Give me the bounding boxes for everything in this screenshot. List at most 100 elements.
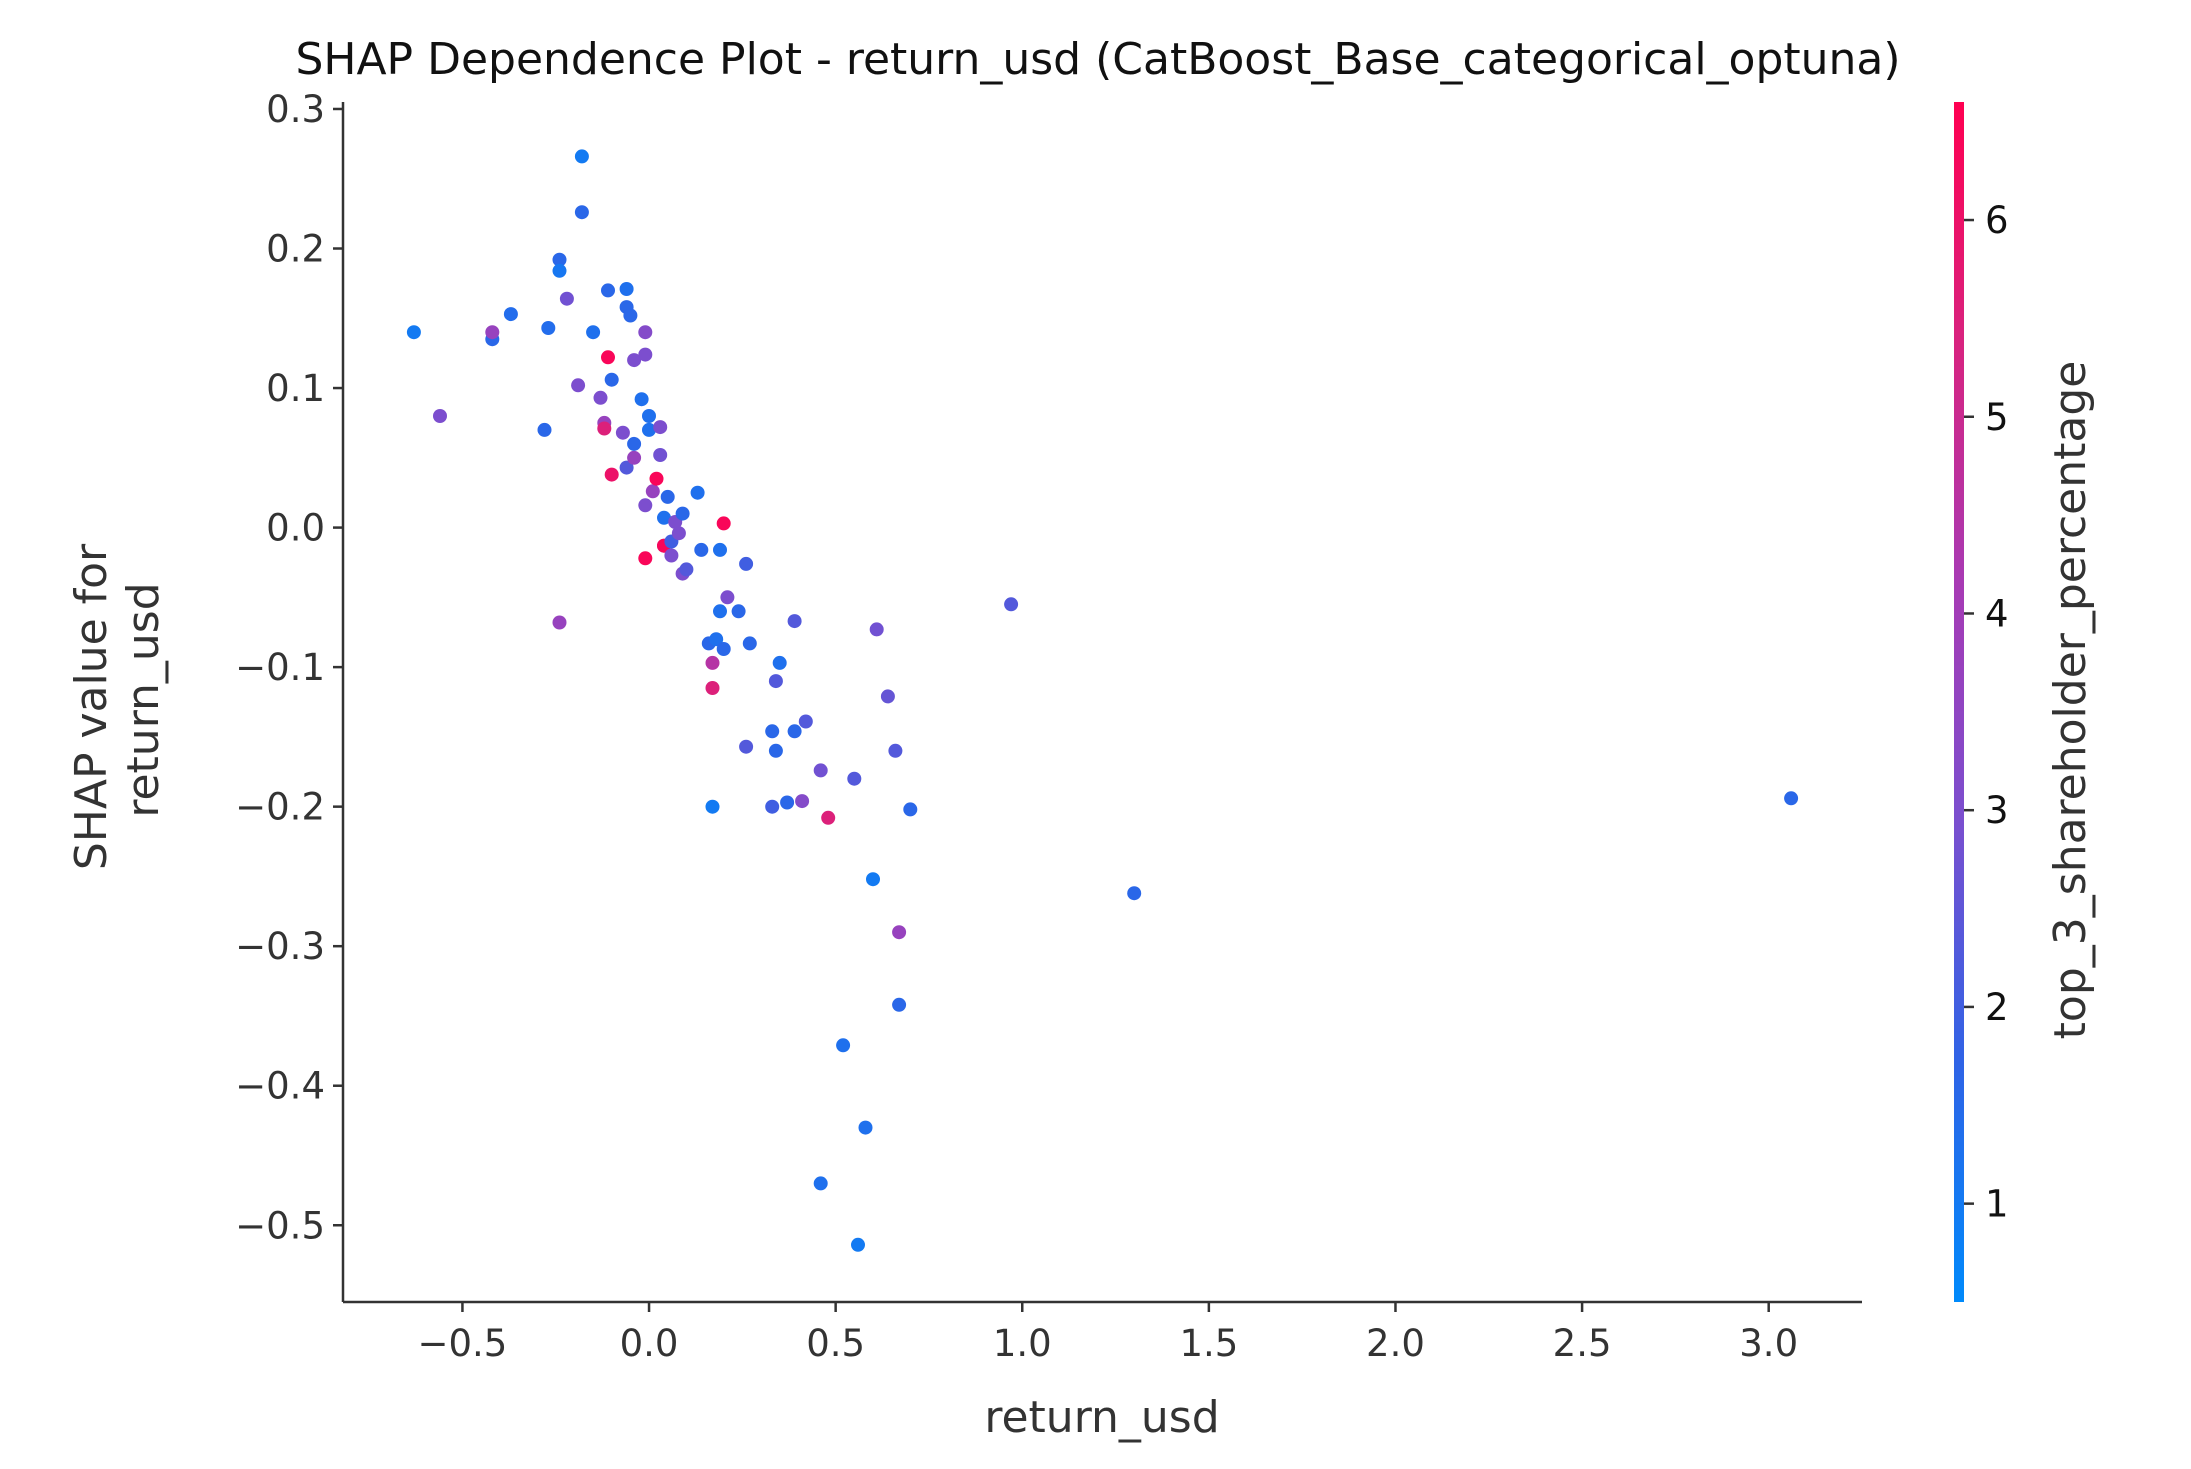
x-tick-label: 0.0 [620,1322,679,1365]
scatter-point [705,681,720,695]
scatter-point [765,724,780,739]
scatter-points [406,149,1799,1252]
scatter-point [705,655,720,670]
scatter-point [604,467,619,482]
scatter-point [649,471,664,486]
scatter-point [798,714,813,729]
colorbar-tick-label: 6 [1985,199,2009,242]
scatter-point [821,810,836,825]
scatter-point [619,282,634,296]
chart-title: SHAP Dependence Plot - return_usd (CatBo… [295,34,1900,85]
x-tick-label: −0.5 [418,1322,508,1365]
scatter-point [768,743,783,758]
y-axis-label: SHAP value for return_usd [66,530,169,870]
colorbar-tick-label: 3 [1985,789,2009,832]
scatter-point [593,390,608,405]
scatter-point [813,1176,828,1191]
scatter-point [627,353,642,368]
scatter-point [847,771,862,786]
scatter-point [638,498,653,513]
y-axis-label-line-1: SHAP value for [66,543,117,870]
y-tick-label: −0.5 [235,1204,325,1247]
scatter-point [903,802,918,817]
scatter-point [406,325,421,340]
scatter-point [1004,597,1019,612]
scatter-point [552,252,567,267]
scatter-point [675,506,690,521]
scatter-point [768,674,783,689]
y-tick-label: 0.1 [266,367,325,410]
scatter-point [866,872,880,887]
scatter-point [780,795,795,810]
scatter-point [705,799,720,814]
scatter-point [1127,886,1142,901]
scatter-point [660,489,675,504]
y-axis-label-line-2: return_usd [118,582,169,817]
y-tick-label: 0.3 [266,88,325,131]
scatter-point [851,1237,865,1252]
colorbar-tick-label: 5 [1985,396,2009,439]
scatter-point [586,325,601,340]
scatter-point [623,308,638,323]
scatter-point [716,516,731,531]
scatter-point [892,997,907,1012]
colorbar [1954,102,1964,1302]
scatter-point [690,485,705,500]
scatter-point [679,562,694,577]
scatter-point [597,421,612,436]
scatter-point [541,321,556,335]
scatter-point [694,542,709,557]
scatter-point [627,436,642,451]
scatter-point [765,799,780,814]
scatter-point [503,307,518,322]
y-tick-label: 0.2 [266,228,325,271]
scatter-point [731,604,746,619]
scatter-point [657,510,671,525]
scatter-point [619,460,634,475]
scatter-point [739,556,754,571]
scatter-point [892,925,907,940]
scatter-point [642,409,656,423]
scatter-point [664,548,679,563]
scatter-point [574,205,589,220]
scatter-point [601,283,615,298]
scatter-point [787,724,802,739]
x-axis-label: return_usd [984,1392,1219,1443]
scatter-point [739,739,754,754]
colorbar-ticks: 1 2 3 4 5 6 [1964,199,2009,1226]
scatter-point [709,632,724,647]
scatter-point [552,263,567,278]
colorbar-tick-label: 1 [1985,1183,2009,1226]
scatter-point [880,689,895,704]
y-tick-label: −0.1 [235,646,325,689]
x-tick-label: 1.5 [1179,1322,1238,1365]
x-axis-ticks: −0.5 0.0 0.5 1.0 1.5 2.0 2.5 3.0 [418,1302,1798,1365]
scatter-point [638,347,653,362]
scatter-point [642,422,656,437]
scatter-point [813,763,828,778]
scatter-point [653,420,668,435]
scatter-point [869,622,884,637]
colorbar-label: top_3_shareholder_percentage [2045,361,2096,1040]
scatter-point [713,542,727,557]
y-tick-label: −0.4 [235,1065,325,1108]
y-tick-label: −0.3 [235,925,325,968]
scatter-point [858,1120,873,1135]
scatter-point [1784,791,1799,806]
scatter-point [537,422,552,437]
scatter-point [571,378,586,393]
x-tick-label: 0.5 [806,1322,865,1365]
scatter-point [720,590,735,605]
scatter-point [638,551,653,566]
scatter-point [645,484,660,499]
scatter-point [559,291,574,306]
y-tick-label: 0.0 [266,507,325,550]
colorbar-tick-label: 4 [1985,592,2009,635]
scatter-point [787,614,802,629]
scatter-point [634,392,649,407]
scatter-point [772,655,787,670]
scatter-point [713,604,727,619]
scatter-point [671,526,686,541]
y-tick-label: −0.2 [235,786,325,829]
